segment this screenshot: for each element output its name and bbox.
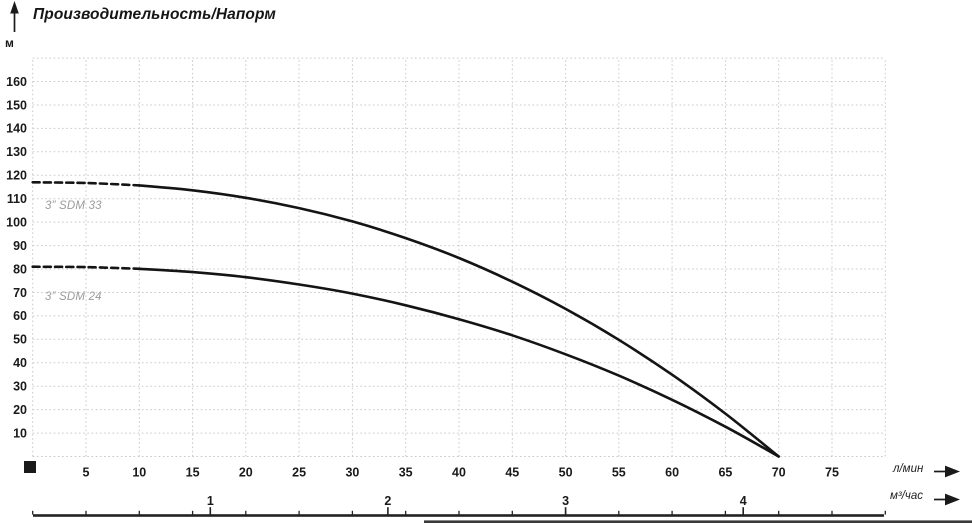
- x-tick-label-lmin: 5: [83, 466, 90, 480]
- x-tick-label-lmin: 55: [612, 466, 626, 480]
- y-tick-label: 160: [6, 75, 27, 89]
- series-label-sdm24: 3” SDM 24: [45, 291, 102, 303]
- y-tick-label: 40: [13, 356, 27, 370]
- y-tick-label: 90: [13, 239, 27, 253]
- y-tick-label: 10: [13, 426, 27, 440]
- x-tick-label-m3h: 2: [384, 494, 391, 508]
- chart-title: Производительность/Напорм: [33, 6, 276, 23]
- y-tick-label: 100: [6, 215, 27, 229]
- pump-curve-1: [138, 267, 780, 458]
- y-axis-unit-label: м: [5, 36, 14, 50]
- x-tick-label-m3h: 3: [562, 494, 569, 508]
- x-tick-label-lmin: 15: [186, 466, 200, 480]
- m3h-axis-line: [33, 514, 884, 517]
- pump-curve-0: [138, 184, 780, 458]
- y-tick-label: 110: [7, 192, 27, 206]
- x-tick-label-lmin: 65: [718, 466, 732, 480]
- x-tick-label-lmin: 30: [345, 466, 359, 480]
- pump-curve-dashed-segment-0: [31, 181, 141, 187]
- origin-square-marker: [24, 461, 36, 473]
- x-axis-unit-lmin: л/мин: [893, 463, 924, 475]
- x-tick-label-lmin: 75: [825, 466, 839, 480]
- x-tick-label-m3h: 1: [207, 494, 214, 508]
- x-tick-label-lmin: 20: [239, 466, 253, 480]
- x-tick-label-lmin: 25: [292, 466, 306, 480]
- series-label-sdm33: 3” SDM 33: [45, 200, 102, 212]
- m3h-axis-arrow-icon: [934, 493, 960, 506]
- x-axis-unit-m3h: м³/час: [890, 490, 924, 502]
- x-tick-label-lmin: 60: [665, 466, 679, 480]
- y-tick-label: 140: [6, 122, 27, 136]
- y-tick-label: 30: [13, 380, 27, 394]
- bottom-edge-line: [424, 520, 972, 523]
- x-tick-label-lmin: 35: [399, 466, 413, 480]
- y-tick-label: 130: [6, 145, 27, 159]
- x-tick-label-lmin: 40: [452, 466, 466, 480]
- pump-curve-dashed-segment-1: [31, 265, 141, 271]
- y-tick-label: 150: [6, 98, 27, 112]
- y-tick-label: 70: [13, 286, 27, 300]
- x-tick-label-lmin: 70: [772, 466, 786, 480]
- x-tick-label-lmin: 50: [559, 466, 573, 480]
- x-tick-label-m3h: 4: [740, 494, 747, 508]
- y-axis-arrow-icon: [10, 1, 19, 32]
- y-tick-label: 20: [13, 403, 27, 417]
- x-tick-label-lmin: 45: [505, 466, 519, 480]
- y-tick-label: 120: [6, 169, 27, 183]
- y-tick-label: 60: [13, 309, 27, 323]
- x-tick-label-lmin: 10: [132, 466, 146, 480]
- lmin-axis-arrow-icon: [934, 465, 960, 478]
- y-tick-label: 50: [13, 333, 27, 347]
- y-tick-label: 80: [13, 262, 27, 276]
